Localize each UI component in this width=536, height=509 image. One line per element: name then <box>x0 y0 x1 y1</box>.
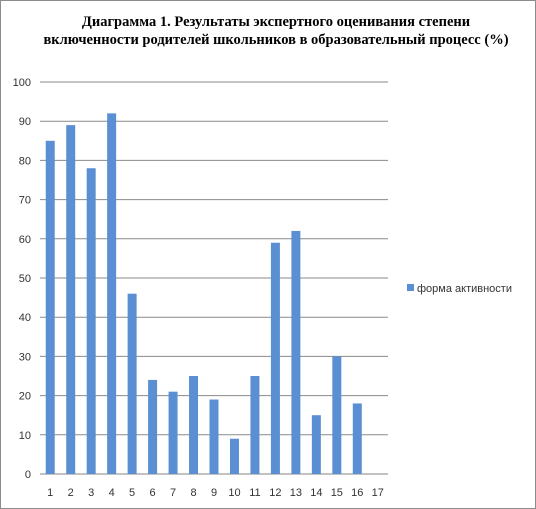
legend-label: форма активности <box>417 283 512 295</box>
bar <box>332 356 342 474</box>
x-tick-label: 15 <box>331 487 343 499</box>
y-tick-label: 10 <box>19 430 31 442</box>
bar <box>168 391 178 474</box>
gridlines <box>40 81 388 475</box>
legend: форма активности <box>407 283 512 295</box>
x-tick-label: 10 <box>228 487 240 499</box>
bar <box>127 293 137 474</box>
x-tick-label: 3 <box>88 487 94 499</box>
y-tick-label: 90 <box>19 116 31 128</box>
bar <box>291 230 301 474</box>
x-tick-label: 11 <box>249 487 260 499</box>
bar <box>270 242 280 474</box>
bar <box>107 113 117 475</box>
x-tick-label: 5 <box>129 487 135 499</box>
x-tick-label: 1 <box>47 487 53 499</box>
y-tick-label: 80 <box>19 155 31 167</box>
x-tick-label: 2 <box>68 487 74 499</box>
bar <box>229 438 239 474</box>
x-tick-label: 13 <box>290 487 302 499</box>
bar <box>66 125 76 475</box>
x-tick-label: 7 <box>170 487 176 499</box>
x-tick-label: 12 <box>269 487 281 499</box>
chart-title: Диаграмма 1. Результаты экспертного оцен… <box>43 14 509 48</box>
bar <box>189 376 199 474</box>
y-tick-label: 30 <box>19 351 31 363</box>
y-tick-label: 0 <box>25 469 31 481</box>
legend-swatch <box>407 284 414 291</box>
bar <box>45 140 55 475</box>
y-tick-label: 20 <box>19 391 31 403</box>
x-tick-label: 16 <box>351 487 363 499</box>
y-tick-label: 70 <box>19 195 31 207</box>
x-tick-label: 17 <box>372 487 384 499</box>
y-tick-label: 40 <box>19 312 31 324</box>
y-tick-labels: 0 10 20 30 40 50 60 70 80 90 100 <box>13 77 31 481</box>
y-tick-label: 50 <box>19 273 31 285</box>
y-tick-label: 60 <box>19 234 31 246</box>
bar <box>311 415 321 474</box>
x-tick-labels: 1 2 3 4 5 6 7 8 9 10 11 12 13 14 15 16 17 <box>47 487 384 499</box>
bar <box>352 403 362 474</box>
x-tick-label: 4 <box>109 487 115 499</box>
x-tick-label: 8 <box>190 487 196 499</box>
x-tick-label: 14 <box>310 487 322 499</box>
bars <box>45 113 362 475</box>
bar <box>148 379 158 474</box>
bar <box>209 399 219 474</box>
x-tick-label: 6 <box>150 487 156 499</box>
y-tick-label: 100 <box>13 77 31 89</box>
bar <box>86 168 96 475</box>
x-tick-label: 9 <box>211 487 217 499</box>
bar <box>250 376 260 474</box>
